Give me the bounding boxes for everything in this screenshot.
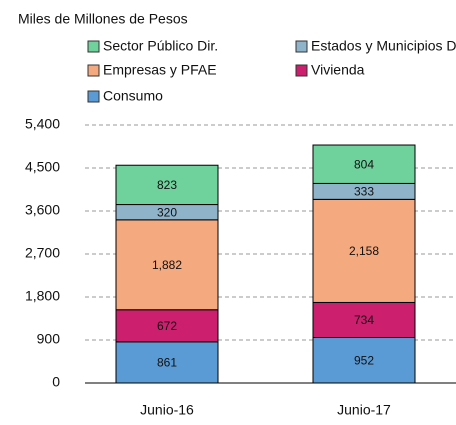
legend-swatch [295, 40, 308, 53]
legend-label: Vivienda [311, 62, 365, 78]
y-tick-label: 1,800 [25, 288, 60, 304]
x-tick-label: Junio-16 [140, 402, 194, 418]
bar-segment [312, 337, 416, 384]
legend-swatch [87, 64, 100, 77]
bar-segment [115, 341, 219, 384]
legend-label: Estados y Municipios Dir [311, 38, 456, 54]
data-label: 804 [354, 157, 374, 171]
data-label: 320 [157, 205, 177, 219]
bar-segment [115, 309, 219, 343]
data-label: 672 [157, 319, 177, 333]
bar-segment [115, 164, 219, 206]
y-tick-label: 0 [52, 374, 60, 390]
y-tick-label: 3,600 [25, 202, 60, 218]
legend-swatch [87, 90, 100, 103]
legend-label: Sector Público Dir. [103, 38, 218, 54]
legend-label: Empresas y PFAE [103, 62, 217, 78]
data-label: 861 [157, 356, 177, 370]
data-label: 333 [354, 185, 374, 199]
chart-title: Miles de Millones de Pesos [18, 11, 188, 27]
x-tick-label: Junio-17 [337, 402, 391, 418]
data-label: 2,158 [349, 244, 379, 258]
y-tick-label: 4,500 [25, 159, 60, 175]
legend-swatch [295, 64, 308, 77]
y-tick-label: 5,400 [25, 116, 60, 132]
y-tick-label: 2,700 [25, 245, 60, 261]
legend-label: Consumo [103, 88, 163, 104]
legend-swatch [87, 40, 100, 53]
data-label: 952 [354, 353, 374, 367]
data-label: 823 [157, 178, 177, 192]
y-tick-label: 900 [37, 331, 61, 347]
data-label: 1,882 [152, 258, 182, 272]
data-label: 734 [354, 313, 374, 327]
bar-segment [312, 144, 416, 184]
